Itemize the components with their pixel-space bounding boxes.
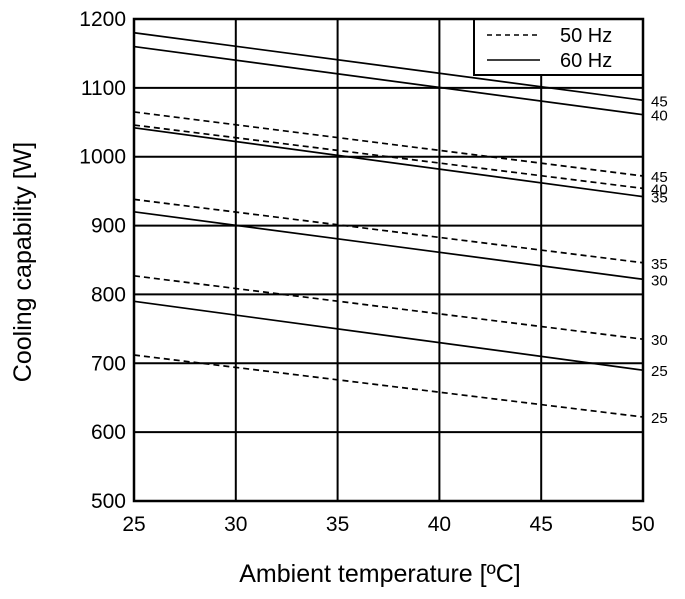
x-tick-label: 50 [631,513,654,536]
legend-label-60hz: 60 Hz [560,50,612,72]
series-line-50hz-30 [133,274,644,341]
series-end-label: 40 [651,108,668,125]
series-line-60hz-45 [133,31,644,102]
series-line-50hz-45 [133,111,644,177]
series-line-60hz-35 [133,126,644,198]
x-axis-title: Ambient temperature [ºC] [239,560,520,588]
tick-labels: 25 30 35 40 45 50 500 600 700 800 900 1000 1100 1200 [79,8,654,536]
series-line-50hz-40 [133,124,644,190]
x-tick-label: 40 [428,513,451,536]
series-end-label: 40 [651,181,668,198]
series-line-50hz-35 [133,198,644,264]
legend-box [473,18,644,76]
series-line-50hz-25 [133,354,644,418]
y-tick-label: 500 [91,490,126,513]
y-tick-label: 800 [91,283,126,306]
series-line-60hz-25 [133,300,644,372]
series-end-label: 25 [651,363,668,380]
plot-frame [132,17,645,503]
y-axis-title: Cooling capability [W] [9,142,37,382]
series-line-60hz-40 [133,45,644,116]
series-end-label: 45 [651,169,668,186]
x-tick-label: 30 [224,513,247,536]
series-end-label: 45 [651,93,668,110]
x-tick-label: 35 [326,513,349,536]
y-tick-label: 900 [91,215,126,238]
y-tick-label: 600 [91,421,126,444]
series-line-60hz-30 [133,210,644,281]
grid [134,19,643,501]
series-lines [133,31,644,418]
x-tick-label: 45 [530,513,553,536]
legend: 50 Hz 60 Hz [473,18,644,76]
y-tick-label: 1100 [81,77,126,100]
series-end-label: 30 [651,272,668,289]
y-tick-label: 700 [91,352,126,375]
series-end-label: 35 [651,256,668,273]
series-end-label: 35 [651,190,668,207]
x-tick-label: 25 [122,513,145,536]
y-tick-label: 1200 [79,8,126,31]
series-end-label: 30 [651,332,668,349]
legend-label-50hz: 50 Hz [560,25,612,47]
series-end-label: 25 [651,410,668,427]
y-tick-label: 1000 [79,146,126,169]
